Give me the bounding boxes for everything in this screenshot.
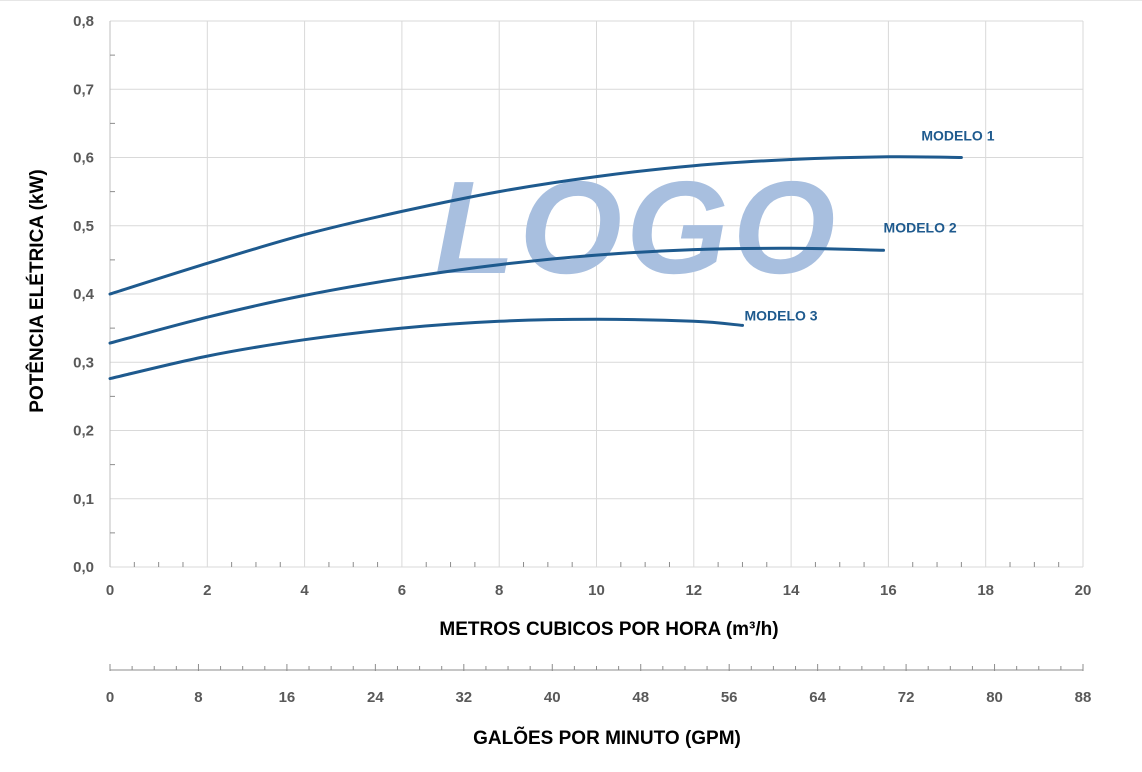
secondary-tick-label: 24 xyxy=(367,689,384,706)
secondary-tick-label: 32 xyxy=(455,689,472,706)
logo-watermark: LOGO xyxy=(435,154,840,301)
secondary-x-axis: 0 8 16 24 32 40 48 56 64 72 80 88 xyxy=(106,664,1092,706)
series-label-modelo-1: MODELO 1 xyxy=(921,128,994,144)
secondary-x-axis-title: GALÕES POR MINUTO (GPM) xyxy=(473,727,741,749)
secondary-tick-label: 80 xyxy=(986,689,1003,706)
secondary-tick-label: 16 xyxy=(279,689,296,706)
x-axis-title: METROS CUBICOS POR HORA (m³/h) xyxy=(439,619,778,640)
x-tick-label: 6 xyxy=(398,582,406,599)
y-tick-label: 0,2 xyxy=(73,423,94,440)
y-axis-title: POTÊNCIA ELÉTRICA (kW) xyxy=(26,169,48,412)
series-layer: MODELO 1 MODELO 2 MODELO 3 xyxy=(108,128,995,381)
x-tick-label: 12 xyxy=(685,582,702,599)
y-tick-label: 0,6 xyxy=(73,150,94,167)
x-tick-label: 4 xyxy=(300,582,309,599)
y-tick-label: 0,1 xyxy=(73,491,94,508)
y-tick-label: 0,3 xyxy=(73,354,94,371)
series-label-modelo-2: MODELO 2 xyxy=(884,219,957,235)
x-tick-label: 20 xyxy=(1075,582,1092,599)
x-tick-label: 18 xyxy=(977,582,994,599)
y-tick-label: 0,7 xyxy=(73,81,94,98)
series-line-modelo-2 xyxy=(108,246,885,345)
y-tick-label: 0,0 xyxy=(73,559,94,576)
secondary-tick-label: 88 xyxy=(1075,689,1092,706)
x-tick-label: 8 xyxy=(495,582,503,599)
secondary-tick-label: 72 xyxy=(898,689,915,706)
x-tick-label: 14 xyxy=(783,582,800,599)
secondary-tick-label: 56 xyxy=(721,689,738,706)
secondary-tick-label: 40 xyxy=(544,689,561,706)
secondary-tick-label: 0 xyxy=(106,689,114,706)
x-tick-label: 0 xyxy=(106,582,114,599)
x-tick-label: 2 xyxy=(203,582,211,599)
x-tick-label: 10 xyxy=(588,582,605,599)
secondary-tick-label: 8 xyxy=(194,689,202,706)
y-tick-label: 0,8 xyxy=(73,13,94,30)
series-line-modelo-3 xyxy=(108,317,744,381)
axis-labels-layer: 0,0 0,1 0,2 0,3 0,4 0,5 0,6 0,7 0,8 0 2 4 6 8 10 12 14 16… xyxy=(73,13,1091,599)
series-label-modelo-3: MODELO 3 xyxy=(744,307,817,323)
y-tick-label: 0,5 xyxy=(73,218,94,235)
y-tick-label: 0,4 xyxy=(73,286,95,303)
secondary-tick-label: 64 xyxy=(809,689,826,706)
series-line-modelo-1 xyxy=(108,155,963,296)
secondary-tick-label: 48 xyxy=(632,689,649,706)
x-tick-label: 16 xyxy=(880,582,897,599)
minor-tick-layer xyxy=(110,54,1060,567)
grid-layer xyxy=(109,20,1084,568)
